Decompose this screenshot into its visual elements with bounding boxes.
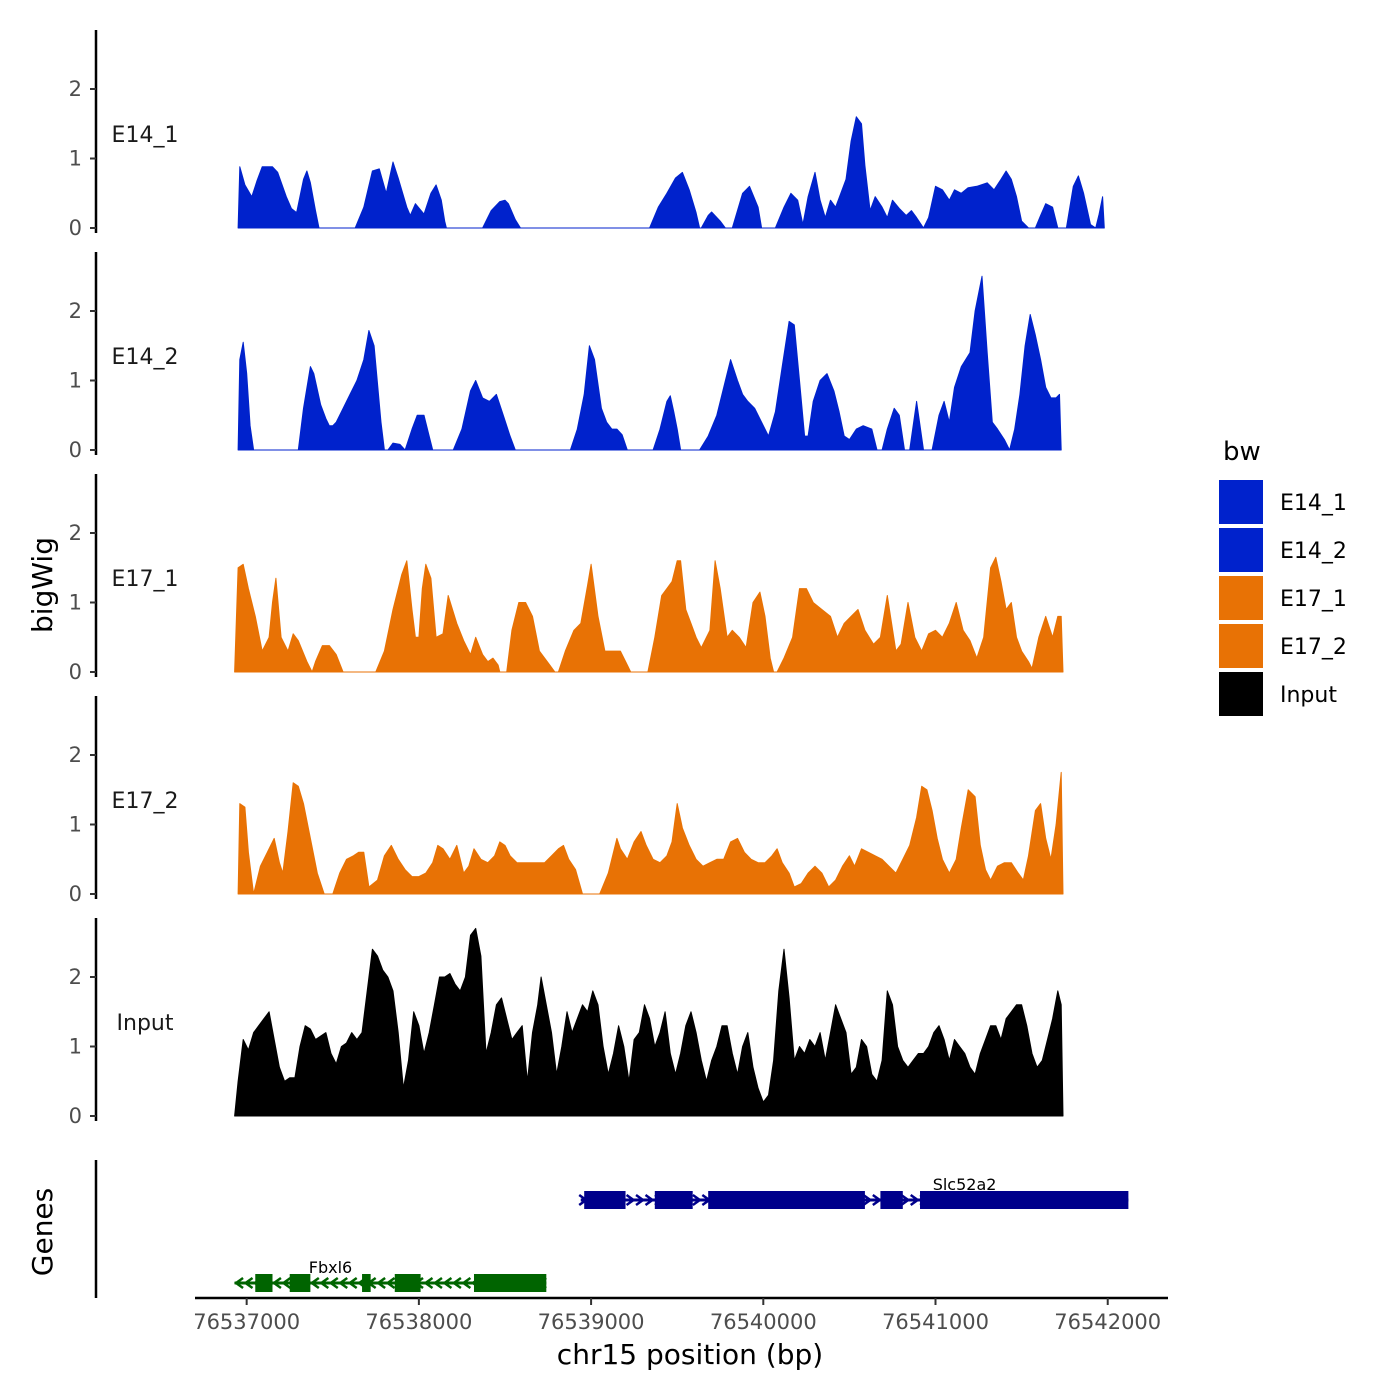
strand-arrow — [347, 1276, 358, 1290]
gene-Fbxl6: Fbxl6 — [233, 1258, 547, 1292]
track-label: E14_1 — [112, 123, 179, 148]
gene-exon — [584, 1191, 626, 1209]
x-tick-label: 76539000 — [538, 1310, 645, 1334]
y-tick-label: 0 — [69, 660, 82, 684]
y-tick-label: 0 — [69, 1104, 82, 1128]
gene-exon — [920, 1191, 1129, 1209]
y-tick-label: 2 — [69, 299, 82, 323]
x-tick-label: 76542000 — [1054, 1310, 1161, 1334]
legend-label: E17_2 — [1280, 635, 1347, 660]
strand-arrow — [385, 1276, 396, 1290]
strand-arrow — [862, 1193, 873, 1207]
legend-swatch — [1219, 672, 1263, 716]
y-tick-label: 1 — [69, 591, 82, 615]
strand-arrow — [909, 1193, 920, 1207]
legend: bw E14_1 E14_2 E17_1 E17_2 Input — [1219, 437, 1347, 716]
x-axis: 76537000 76538000 76539000 76540000 76541000… — [193, 1296, 1168, 1334]
legend-swatch — [1219, 528, 1263, 572]
legend-swatch — [1219, 576, 1263, 620]
x-tick-label: 76538000 — [365, 1310, 472, 1334]
legend-label: E14_1 — [1280, 491, 1347, 516]
gene-exon — [473, 1274, 547, 1292]
signal-area — [234, 556, 1064, 673]
gene-exon — [708, 1191, 865, 1209]
strand-arrow — [692, 1193, 703, 1207]
strand-arrow — [375, 1276, 386, 1290]
strand-arrow — [442, 1276, 453, 1290]
y-tick-label: 0 — [69, 438, 82, 462]
gene-track: Slc52a2 Fbxl6 — [94, 1160, 1129, 1298]
strand-arrow — [423, 1276, 434, 1290]
y-tick-label: 2 — [69, 77, 82, 101]
strand-arrow — [281, 1276, 292, 1290]
legend-label: Input — [1280, 683, 1337, 708]
track-E17_1: 0 1 2 E17_1 — [69, 474, 1064, 684]
y-tick-label: 1 — [69, 813, 82, 837]
x-tick-label: 76541000 — [882, 1310, 989, 1334]
signal-tracks: 0 1 2 E14_1 0 1 2 E14_2 0 1 2 E17_1 0 1 2 E17_2 0 1 2 Input — [69, 30, 1105, 1128]
signal-area — [237, 275, 1062, 451]
track-E14_2: 0 1 2 E14_2 — [69, 252, 1062, 462]
signal-area — [234, 927, 1064, 1117]
signal-area — [237, 771, 1064, 895]
legend-title: bw — [1223, 437, 1261, 467]
gene-name-label: Slc52a2 — [933, 1175, 997, 1194]
track-label: E17_2 — [112, 789, 179, 814]
track-E14_1: 0 1 2 E14_1 — [69, 30, 1105, 240]
strand-arrow — [625, 1193, 636, 1207]
strand-arrow — [432, 1276, 443, 1290]
y-tick-label: 1 — [69, 147, 82, 171]
legend-swatch — [1219, 624, 1263, 668]
strand-arrow — [319, 1276, 330, 1290]
strand-arrow — [451, 1276, 462, 1290]
signal-area — [237, 116, 1105, 229]
x-axis-title: chr15 position (bp) — [557, 1338, 823, 1371]
x-tick-label: 76537000 — [193, 1310, 300, 1334]
gene-exon — [255, 1274, 273, 1292]
strand-arrow — [872, 1193, 882, 1207]
gene-Slc52a2: Slc52a2 — [578, 1175, 1129, 1209]
gene-name-label: Fbxl6 — [309, 1258, 352, 1277]
strand-arrow — [461, 1276, 472, 1290]
legend-label: E14_2 — [1280, 539, 1347, 564]
strand-arrow — [309, 1276, 320, 1290]
strand-arrow — [338, 1276, 348, 1290]
y-tick-label: 2 — [69, 521, 82, 545]
genes-axis-title: Genes — [26, 1188, 59, 1276]
strand-arrow — [900, 1193, 911, 1207]
strand-arrow — [233, 1276, 244, 1290]
strand-arrow — [644, 1193, 655, 1207]
track-label: E17_1 — [112, 567, 179, 592]
track-E17_2: 0 1 2 E17_2 — [69, 696, 1064, 906]
gene-exon — [880, 1191, 903, 1209]
gene-exon — [654, 1191, 693, 1209]
y-tick-label: 0 — [69, 882, 82, 906]
strand-arrow — [328, 1276, 339, 1290]
y-tick-label: 0 — [69, 216, 82, 240]
y-axis-title: bigWig — [26, 537, 59, 633]
strand-arrow — [271, 1276, 282, 1290]
legend-label: E17_1 — [1280, 587, 1347, 612]
track-label: Input — [117, 1011, 174, 1036]
x-tick-label: 76540000 — [710, 1310, 817, 1334]
track-label: E14_2 — [112, 345, 179, 370]
y-tick-label: 2 — [69, 965, 82, 989]
gene-exon — [362, 1274, 371, 1292]
strand-arrow — [635, 1193, 646, 1207]
y-tick-label: 1 — [69, 1035, 82, 1059]
y-tick-label: 1 — [69, 369, 82, 393]
y-tick-label: 2 — [69, 743, 82, 767]
strand-arrow — [243, 1276, 254, 1290]
track-Input: 0 1 2 Input — [69, 918, 1064, 1128]
legend-swatch — [1219, 480, 1263, 524]
gene-exon — [394, 1274, 421, 1292]
gene-exon — [289, 1274, 311, 1292]
